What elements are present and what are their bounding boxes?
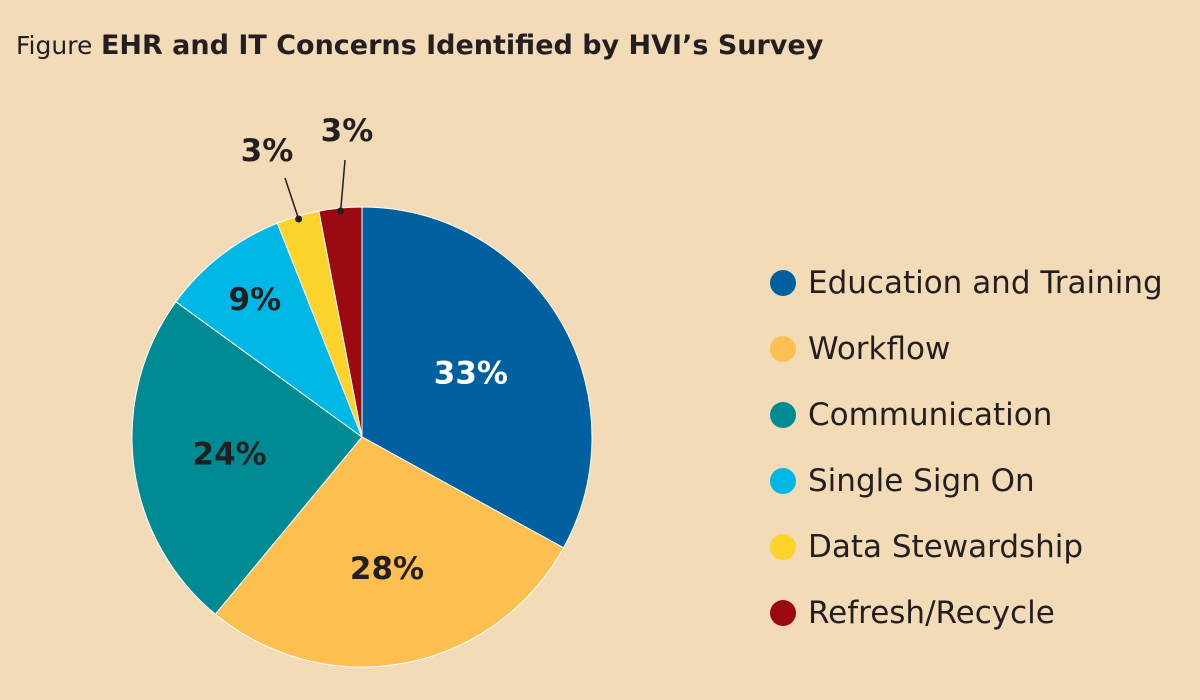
title-prefix: Figure [16, 31, 93, 60]
pie-slice-education-and-training [361, 206, 593, 549]
legend-swatch [770, 534, 796, 560]
pie-slice-workflow [214, 436, 565, 668]
data-label: 24% [193, 437, 267, 473]
data-label: 3% [321, 113, 374, 149]
legend-item: Workflow [770, 316, 1163, 382]
data-label: 33% [434, 356, 508, 392]
title-main: EHR and IT Concerns Identified by HVI’s … [100, 30, 824, 61]
pie-slice-single-sign-on [175, 222, 364, 439]
legend-item: Data Stewardship [770, 514, 1163, 580]
legend: Education and Training Workflow Communicat… [770, 250, 1163, 646]
data-label: 9% [229, 282, 282, 318]
legend-item: Refresh/Recycle [770, 580, 1163, 646]
legend-label: Education and Training [808, 265, 1163, 301]
legend-label: Data Stewardship [808, 529, 1084, 565]
legend-label: Communication [808, 397, 1053, 433]
legend-item: Education and Training [770, 250, 1163, 316]
leader-line [339, 159, 346, 212]
legend-swatch [770, 468, 796, 494]
legend-label: Workflow [808, 331, 951, 367]
chart-title: Figure EHR and IT Concerns Identified by… [16, 30, 823, 61]
leader-dot [337, 207, 345, 215]
legend-label: Single Sign On [808, 463, 1035, 499]
leader-line [284, 177, 300, 220]
legend-label: Refresh/Recycle [808, 595, 1055, 631]
legend-item: Communication [770, 382, 1163, 448]
legend-swatch [770, 336, 796, 362]
legend-swatch [770, 270, 796, 296]
legend-swatch [770, 402, 796, 428]
legend-swatch [770, 600, 796, 626]
data-label: 3% [241, 133, 294, 169]
pie-slice-communication [131, 301, 363, 615]
legend-item: Single Sign On [770, 448, 1163, 514]
leader-dot [295, 215, 303, 223]
data-label: 28% [350, 551, 424, 587]
